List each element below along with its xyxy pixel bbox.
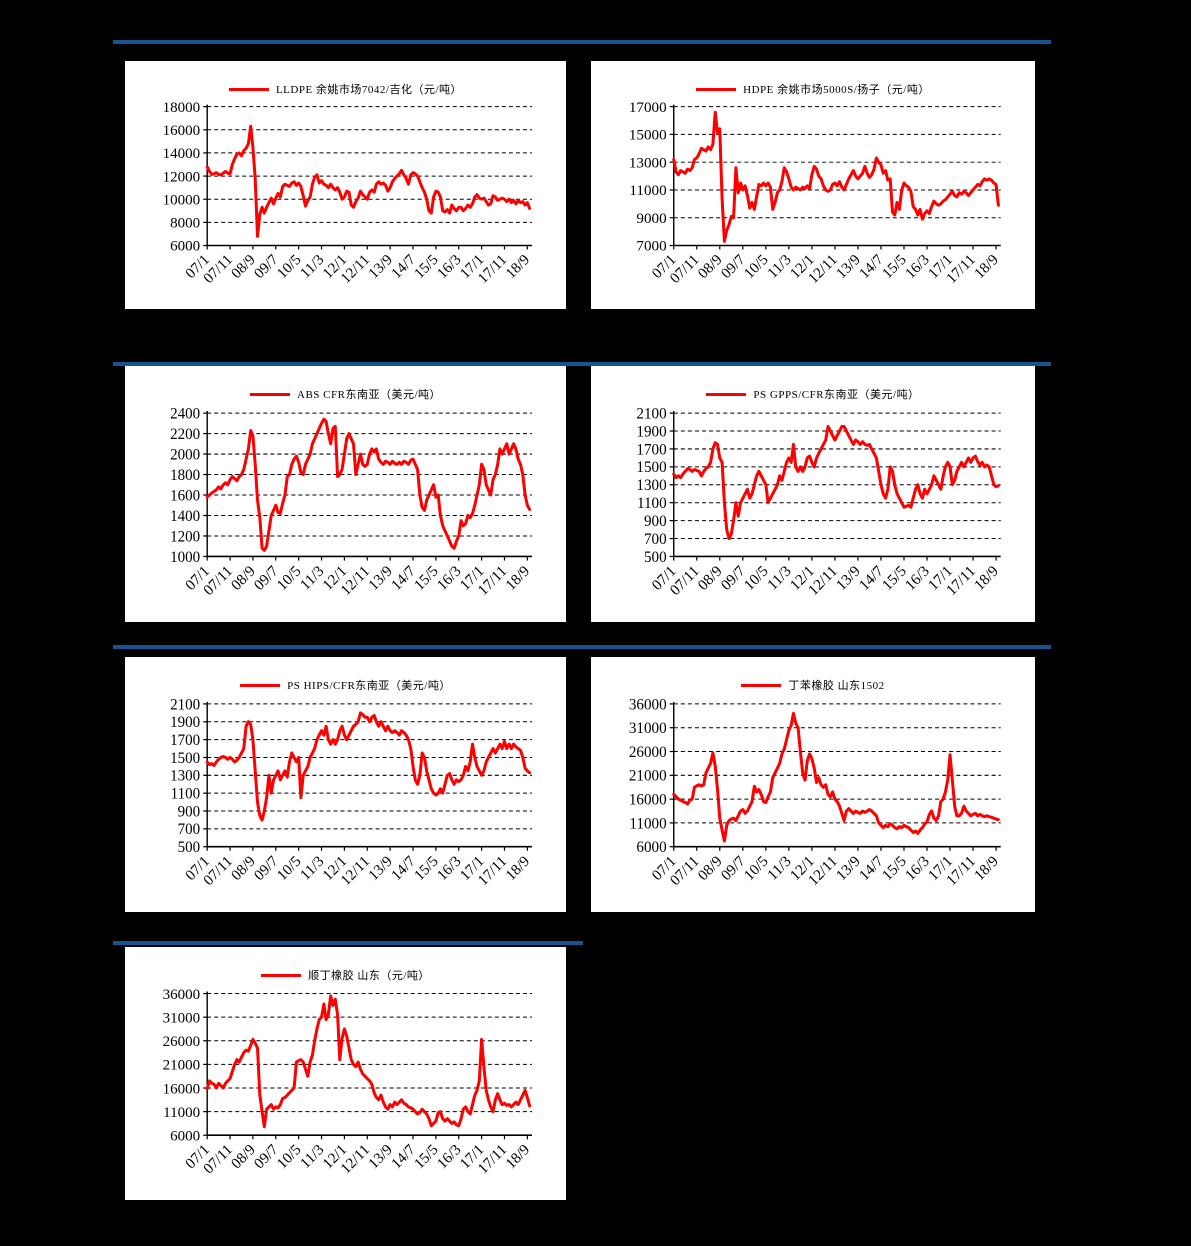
chart-card-abs: ABS CFR东南亚（美元/吨） 1000 1200 1400 1600 1800 200…	[125, 366, 566, 622]
y-tick-label: 11000	[163, 1105, 200, 1121]
chart-card-hdpe: HDPE 余姚市场5000S/扬子（元/吨） 7000 9000 11000 1300…	[591, 61, 1035, 309]
y-tick-label: 36000	[163, 987, 201, 1003]
section-divider-2	[113, 362, 1051, 366]
y-tick-label: 2400	[170, 405, 200, 422]
chart-card-ps-gpps: PS GPPS/CFR东南亚（美元/吨） 500 700 900 1100 1300 15…	[591, 366, 1035, 622]
y-tick-label: 1900	[636, 423, 667, 440]
y-tick-label: 8000	[170, 216, 200, 232]
x-tick-label: 18/9	[972, 252, 1002, 282]
y-tick-label: 14000	[163, 146, 201, 162]
y-tick-label: 7000	[636, 239, 666, 255]
y-tick-label: 16000	[163, 123, 201, 139]
y-tick-label: 11000	[629, 815, 667, 832]
series-line	[205, 994, 532, 1129]
x-tick-label: 18/9	[503, 252, 533, 282]
y-tick-label: 21000	[163, 1058, 201, 1074]
x-tick-label: 18/9	[971, 563, 1002, 594]
x-tick-label: 18/9	[503, 1142, 533, 1172]
y-tick-label: 900	[178, 803, 201, 820]
x-tick-label: 18/9	[502, 563, 533, 594]
y-tick-label: 26000	[163, 1034, 201, 1050]
y-tick-label: 36000	[629, 696, 667, 713]
section-divider-4	[113, 941, 583, 945]
y-tick-label: 16000	[629, 791, 667, 808]
ps-hips-plot: 50070090011001300150017001900210007/107/…	[170, 696, 533, 889]
series-line	[672, 110, 1000, 243]
y-tick-label: 6000	[170, 1128, 200, 1144]
x-tick-label: 18/9	[971, 853, 1002, 884]
y-tick-label: 1000	[170, 549, 200, 566]
y-tick-label: 1100	[637, 495, 667, 512]
y-tick-label: 900	[644, 513, 667, 530]
y-tick-label: 2100	[636, 405, 667, 422]
y-tick-label: 6000	[636, 839, 667, 856]
y-tick-label: 17000	[629, 100, 667, 116]
y-tick-label: 2200	[170, 426, 200, 443]
y-tick-label: 31000	[629, 720, 667, 737]
y-tick-label: 11000	[629, 183, 666, 199]
series-line	[672, 424, 1000, 541]
y-tick-label: 16000	[163, 1081, 201, 1097]
y-tick-label: 1400	[170, 508, 200, 525]
abs-plot: 1000120014001600180020002200240007/107/1…	[170, 405, 533, 599]
series-line	[672, 711, 1000, 843]
y-tick-label: 12000	[163, 169, 201, 185]
ps-gpps-plot: 50070090011001300150017001900210007/107/…	[636, 405, 1002, 599]
y-tick-label: 1200	[170, 528, 200, 545]
chart-card-ps-hips: PS HIPS/CFR东南亚（美元/吨） 500 700 900 1100 1300 15…	[125, 657, 566, 912]
y-tick-label: 13000	[629, 155, 667, 171]
y-tick-label: 18000	[163, 100, 201, 116]
y-tick-label: 1800	[170, 467, 200, 484]
y-tick-label: 1700	[170, 732, 200, 749]
y-tick-label: 2000	[170, 446, 200, 463]
sbr-plot: 600011000160002100026000310003600007/107…	[629, 696, 1002, 889]
y-tick-label: 500	[178, 839, 201, 856]
x-tick-label: 18/9	[502, 853, 533, 884]
y-tick-label: 700	[644, 531, 667, 548]
y-tick-label: 15000	[629, 128, 667, 144]
br-plot: 600011000160002100026000310003600007/107…	[163, 987, 534, 1177]
y-tick-label: 26000	[629, 744, 667, 761]
y-tick-label: 1100	[171, 785, 200, 802]
series-line	[205, 417, 532, 552]
y-tick-label: 31000	[163, 1010, 201, 1026]
y-tick-label: 1600	[170, 487, 200, 504]
y-tick-label: 9000	[636, 211, 666, 227]
chart-card-sbr: 丁苯橡胶 山东1502 6000 11000 16000 21000 26000 3100…	[591, 657, 1035, 912]
y-tick-label: 500	[644, 549, 667, 566]
hdpe-plot: 700090001100013000150001700007/107/1108/…	[629, 100, 1002, 287]
y-tick-label: 21000	[629, 768, 667, 785]
y-tick-label: 10000	[163, 192, 201, 208]
y-tick-label: 1500	[170, 750, 200, 767]
series-line	[205, 711, 532, 822]
y-tick-label: 2100	[170, 696, 200, 713]
y-tick-label: 1500	[636, 459, 667, 476]
chart-card-br: 顺丁橡胶 山东（元/吨） 6000 11000 16000 21000 26000 310…	[125, 947, 566, 1200]
y-tick-label: 1700	[636, 441, 667, 458]
chart-card-lldpe: LLDPE 余姚市场7042/吉化（元/吨） 6000 8000 10000 1200…	[125, 61, 566, 309]
section-divider-3	[113, 645, 1051, 649]
lldpe-plot: 60008000100001200014000160001800007/107/…	[163, 100, 534, 287]
section-divider-1	[113, 40, 1051, 44]
y-tick-label: 1300	[636, 477, 667, 494]
series-line	[205, 124, 532, 238]
y-tick-label: 6000	[170, 239, 200, 255]
y-tick-label: 1900	[170, 714, 200, 731]
y-tick-label: 1300	[170, 768, 200, 785]
y-tick-label: 700	[178, 821, 201, 838]
